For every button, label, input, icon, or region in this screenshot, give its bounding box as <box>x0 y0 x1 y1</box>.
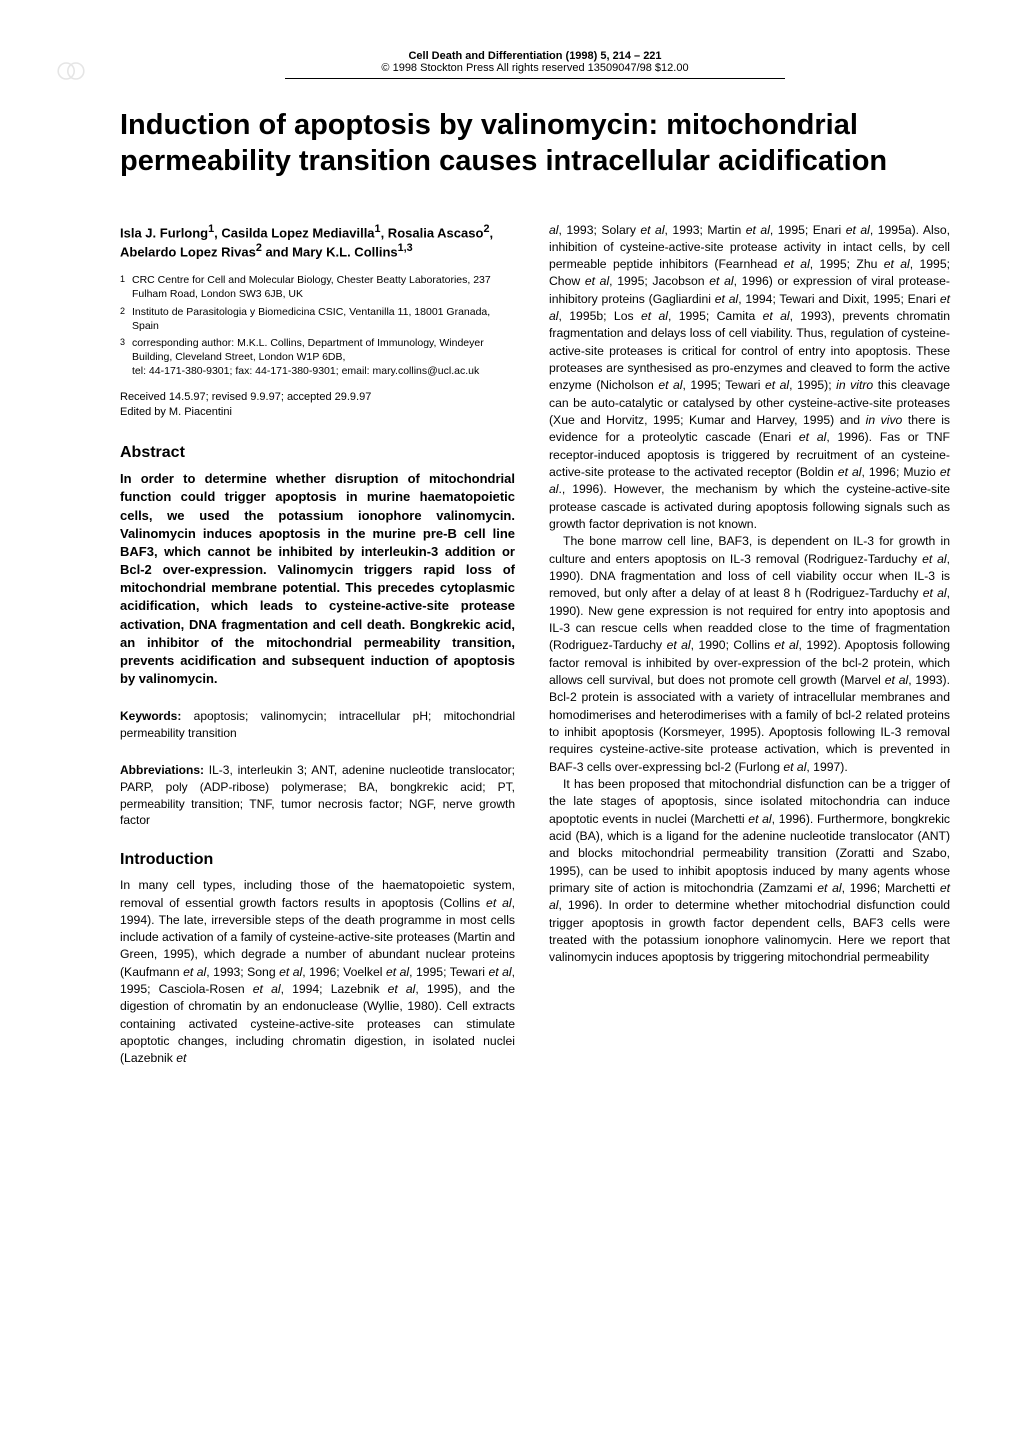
journal-header: Cell Death and Differentiation (1998) 5,… <box>120 50 950 74</box>
affil-num: 1 <box>120 273 130 301</box>
affiliation-1: 1 CRC Centre for Cell and Molecular Biol… <box>120 273 515 301</box>
affil-text: Instituto de Parasitologia y Biomedicina… <box>132 305 515 333</box>
intro-body: In many cell types, including those of t… <box>120 877 515 1068</box>
article-title: Induction of apoptosis by valinomycin: m… <box>120 107 950 180</box>
received-line: Received 14.5.97; revised 9.9.97; accept… <box>120 390 515 405</box>
body-paragraph-3: It has been proposed that mitochondrial … <box>549 776 950 967</box>
two-column-layout: Isla J. Furlong1, Casilda Lopez Mediavil… <box>120 222 950 1068</box>
left-column: Isla J. Furlong1, Casilda Lopez Mediavil… <box>120 222 515 1068</box>
edited-line: Edited by M. Piacentini <box>120 405 515 420</box>
affil-text: CRC Centre for Cell and Molecular Biolog… <box>132 273 515 301</box>
keywords-label: Keywords: <box>120 709 181 723</box>
affiliation-3: 3 corresponding author: M.K.L. Collins, … <box>120 336 515 379</box>
abstract-body: In order to determine whether disruption… <box>120 470 515 688</box>
abstract-heading: Abstract <box>120 444 515 462</box>
abbreviations: Abbreviations: IL-3, interleukin 3; ANT,… <box>120 762 515 829</box>
body-paragraph-2: The bone marrow cell line, BAF3, is depe… <box>549 533 950 776</box>
article-meta: Isla J. Furlong1, Casilda Lopez Mediavil… <box>120 222 515 421</box>
header-rule <box>285 78 785 79</box>
affil-num: 3 <box>120 336 130 379</box>
keywords: Keywords: apoptosis; valinomycin; intrac… <box>120 708 515 742</box>
authors: Isla J. Furlong1, Casilda Lopez Mediavil… <box>120 222 515 262</box>
journal-logo-icon <box>55 55 87 87</box>
journal-copyright: © 1998 Stockton Press All rights reserve… <box>120 62 950 74</box>
affiliation-2: 2 Instituto de Parasitologia y Biomedici… <box>120 305 515 333</box>
affil-num: 2 <box>120 305 130 333</box>
affil-text: corresponding author: M.K.L. Collins, De… <box>132 336 515 379</box>
right-column: al, 1993; Solary et al, 1993; Martin et … <box>549 222 950 1068</box>
body-paragraph-1: al, 1993; Solary et al, 1993; Martin et … <box>549 222 950 534</box>
journal-citation: Cell Death and Differentiation (1998) 5,… <box>120 50 950 62</box>
abbrev-label: Abbreviations: <box>120 763 204 777</box>
introduction-heading: Introduction <box>120 851 515 869</box>
